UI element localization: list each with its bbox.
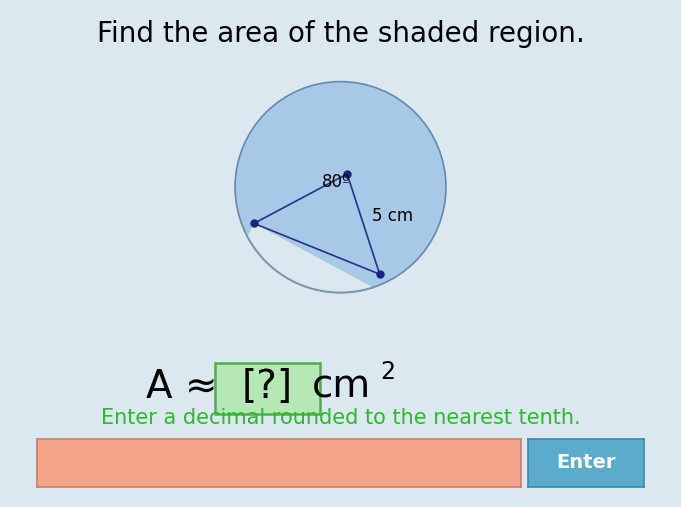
FancyBboxPatch shape xyxy=(215,363,320,414)
Text: cm: cm xyxy=(312,368,371,406)
Polygon shape xyxy=(254,174,380,274)
Text: Enter a decimal rounded to the nearest tenth.: Enter a decimal rounded to the nearest t… xyxy=(101,408,580,428)
Text: [?]: [?] xyxy=(242,368,293,406)
Text: 5 cm: 5 cm xyxy=(372,207,413,225)
Text: Find the area of the shaded region.: Find the area of the shaded region. xyxy=(97,20,584,48)
Text: Enter: Enter xyxy=(556,453,616,472)
Polygon shape xyxy=(247,224,373,293)
Text: 80º: 80º xyxy=(322,173,351,191)
Circle shape xyxy=(235,82,446,293)
Text: A ≈: A ≈ xyxy=(146,368,218,406)
Text: 2: 2 xyxy=(380,360,395,384)
